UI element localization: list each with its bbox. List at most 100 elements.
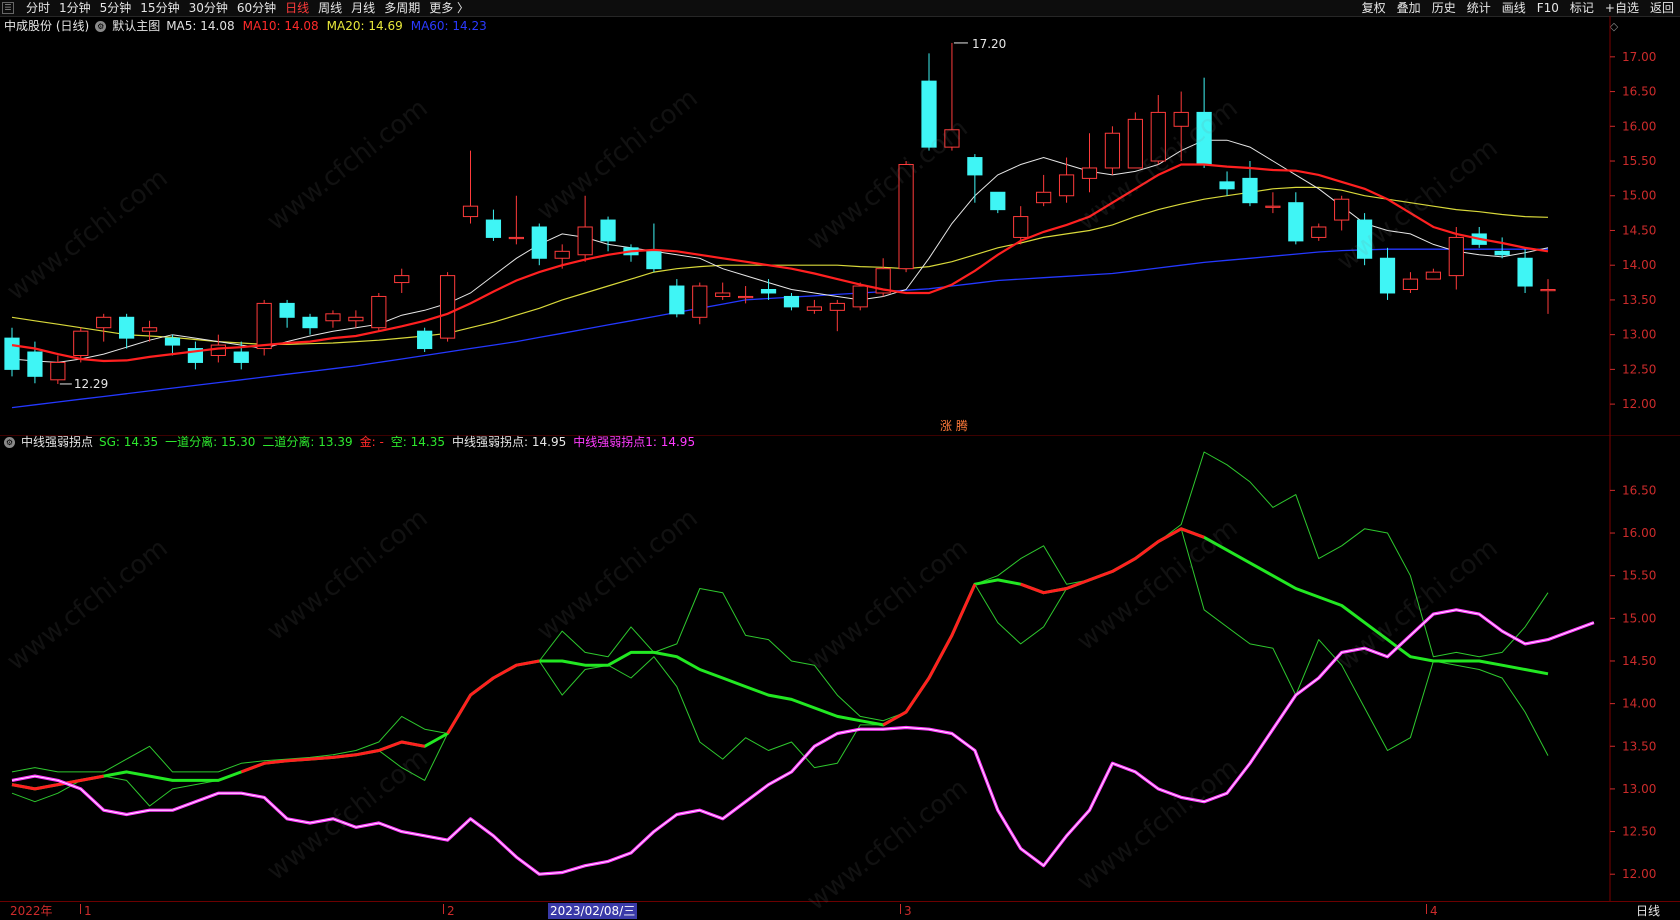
period-tab[interactable]: 30分钟: [188, 1, 228, 15]
chart-settings-icon[interactable]: ◇: [1609, 20, 1619, 33]
toolbar-button[interactable]: 叠加: [1396, 1, 1421, 15]
toolbar-button[interactable]: 返回: [1649, 1, 1674, 15]
candle-body-up: [829, 302, 845, 311]
period-tab[interactable]: 日线: [285, 1, 310, 15]
toolbar-button[interactable]: 画线: [1501, 1, 1526, 15]
ma-legend-item: MA60: 14.23: [410, 19, 487, 33]
ind-tick-label: 13.50: [1622, 739, 1656, 753]
indicator-legend-item: 中线强弱拐点: 14.95: [452, 435, 567, 449]
price-tick-label: 13.50: [1622, 293, 1656, 307]
candle-body-up: [875, 268, 891, 294]
candle-body-up: [1402, 278, 1419, 291]
indicator-name[interactable]: 中线强弱拐点: [21, 435, 94, 449]
candle-body-up: [1081, 167, 1098, 179]
indicator-legend: ⚙ 中线强弱拐点 SG: 14.35 一道分离: 15.30 二道分离: 13.39…: [4, 434, 695, 450]
toolbar-button[interactable]: 标记: [1569, 1, 1594, 15]
candle-body-up: [1173, 111, 1189, 127]
candle-body-down: [1356, 219, 1373, 259]
price-tick-label: 15.50: [1622, 154, 1656, 168]
price-tick-label: 16.00: [1622, 119, 1656, 133]
ind-tick-label: 14.00: [1622, 697, 1656, 711]
candle-body-down: [1517, 257, 1533, 287]
price-tick-label: 15.00: [1622, 189, 1656, 203]
toolbar-button[interactable]: 历史: [1431, 1, 1456, 15]
candle-body-up: [141, 327, 158, 332]
date-month-1: 1: [84, 904, 92, 918]
period-tab[interactable]: 1分钟: [59, 1, 91, 15]
candle-body-up: [325, 313, 341, 322]
period-tab[interactable]: 多周期: [384, 1, 421, 15]
period-tab[interactable]: 15分钟: [140, 1, 180, 15]
candle-body-down: [990, 191, 1006, 211]
ind-tick-label: 14.50: [1622, 654, 1656, 668]
candle-body-up: [806, 306, 822, 311]
toolbar-button[interactable]: 复权: [1361, 1, 1386, 15]
candle-body-up: [852, 285, 868, 308]
candle-body-down: [27, 351, 43, 377]
toolbar-button[interactable]: F10: [1536, 1, 1559, 15]
period-label[interactable]: 日线: [1636, 904, 1661, 918]
price-tick-label: 14.50: [1622, 223, 1656, 237]
candle-body-down: [783, 295, 800, 308]
price-tick-label: 17.00: [1622, 50, 1656, 64]
sg-line: [11, 527, 1549, 791]
ma-legend-item: MA10: 14.08: [242, 19, 319, 33]
indicator-legend-item: 二道分离: 13.39: [262, 435, 353, 449]
period-tab[interactable]: 分时: [26, 1, 51, 15]
candle-body-up: [210, 344, 226, 356]
indicator-chart: 16.50 16.00 15.50 15.00 14.50 14.00 13.50 13.00…: [11, 432, 1656, 901]
gold-segment: [446, 659, 540, 735]
template-settings-icon[interactable]: ⚙: [95, 20, 107, 32]
period-tab[interactable]: 周线: [318, 1, 343, 15]
candle-body-down: [485, 219, 502, 238]
event-marker[interactable]: 涨 腾: [940, 418, 968, 433]
toolbar-button[interactable]: 统计: [1466, 1, 1491, 15]
period-tabs: 分时 1分钟 5分钟 15分钟 30分钟 60分钟 日线 周线 月线 多周期 更多 〉: [26, 0, 469, 16]
period-tab[interactable]: 60分钟: [236, 1, 277, 15]
date-year-label: 2022年: [10, 904, 53, 918]
toolbar-button[interactable]: +自选: [1604, 1, 1639, 15]
candle-body-down: [1494, 250, 1510, 256]
candle-body-down: [164, 337, 181, 346]
tool-buttons: 复权 叠加 历史 统计 画线 F10 标记 +自选 返回: [1362, 0, 1674, 16]
candle-body-down: [417, 330, 433, 350]
candle-body-down: [119, 316, 135, 339]
candle-body-up: [1311, 226, 1327, 238]
ind-tick-label: 16.00: [1622, 526, 1656, 540]
ma5-line: [11, 139, 1549, 363]
period-tab[interactable]: 更多 〉: [429, 1, 470, 15]
candle-body-up: [371, 295, 387, 329]
candle-body-up: [1265, 205, 1281, 208]
candle-body-up: [1448, 236, 1464, 277]
candle-body-down: [1288, 202, 1304, 242]
candle-body-down: [921, 80, 937, 148]
candle-body-up: [738, 295, 754, 299]
ma-legend-item: MA20: 14.69: [326, 19, 403, 33]
gold-segment: [11, 774, 104, 791]
candle-body-down: [531, 226, 547, 259]
period-tab[interactable]: 月线: [351, 1, 376, 15]
date-month-3: 3: [904, 904, 912, 918]
main-chart-legend: 中成股份 (日线) ⚙ 默认主图 MA5: 14.08 MA10: 14.08 MA…: [4, 18, 487, 34]
window-menu-icon[interactable]: ☰: [2, 2, 14, 14]
candle-body-up: [944, 129, 960, 148]
candle-body-down: [302, 316, 318, 329]
period-tab[interactable]: 5分钟: [99, 1, 132, 15]
candle-body-down: [233, 351, 249, 363]
indicator-settings-icon[interactable]: ⚙: [4, 436, 15, 448]
candle-body-up: [439, 275, 456, 339]
candle-body-down: [1379, 257, 1396, 294]
template-name[interactable]: 默认主图: [112, 19, 161, 33]
candle-body-down: [646, 250, 662, 270]
ma-legend-item: MA5: 14.08: [166, 19, 235, 33]
band-upper-line: [11, 451, 1549, 773]
candle-body-up: [462, 205, 479, 218]
indicator-values: SG: 14.35 一道分离: 15.30 二道分离: 13.39 金: - 空: 14…: [99, 434, 695, 450]
candle-body-up: [1334, 198, 1350, 221]
indicator-legend-item: SG: 14.35: [99, 435, 159, 449]
candle-body-up: [1425, 271, 1441, 280]
candle-body-up: [348, 316, 364, 322]
stock-title[interactable]: 中成股份 (日线): [4, 19, 90, 33]
candle-body-up: [50, 361, 66, 381]
indicator-legend-item: 金: -: [359, 435, 384, 449]
